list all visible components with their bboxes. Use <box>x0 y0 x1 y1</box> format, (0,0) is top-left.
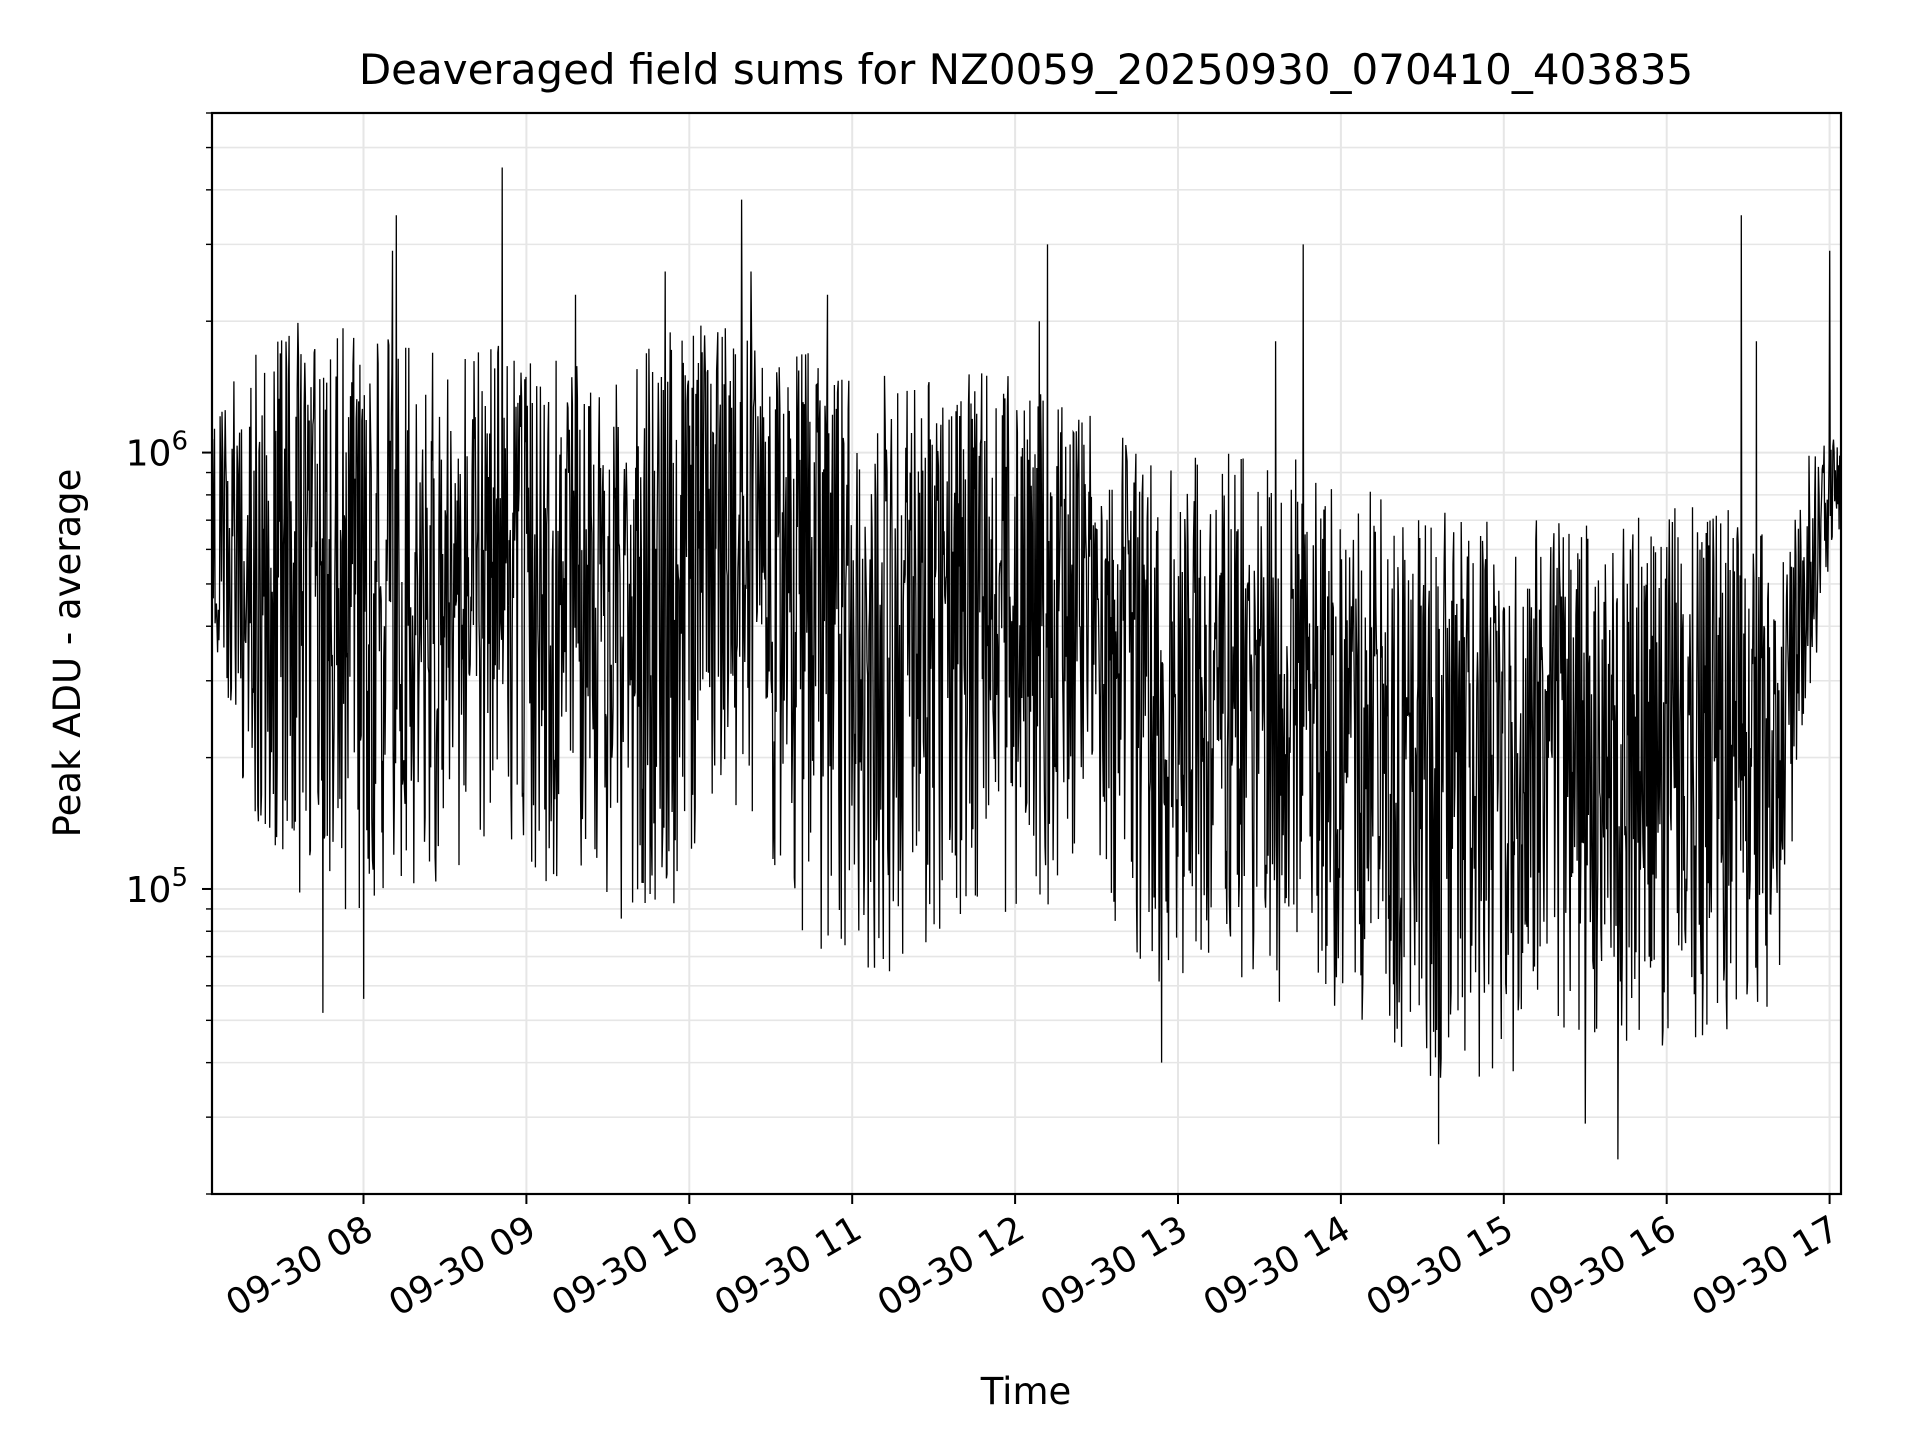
axis-ticks <box>202 112 1831 1204</box>
y-tick-label: 106 <box>126 427 188 475</box>
y-tick-labels: 105 106 <box>126 427 188 911</box>
y-tick-label: 105 <box>126 863 188 911</box>
y-axis-label: Peak ADU - average <box>46 469 89 838</box>
data-series-line <box>212 167 1841 1160</box>
plot-area-frame <box>210 111 1843 1196</box>
x-axis-label: Time <box>980 1370 1072 1413</box>
chart-title: Deaveraged field sums for NZ0059_2025093… <box>359 45 1693 94</box>
series-group <box>212 167 1841 1160</box>
